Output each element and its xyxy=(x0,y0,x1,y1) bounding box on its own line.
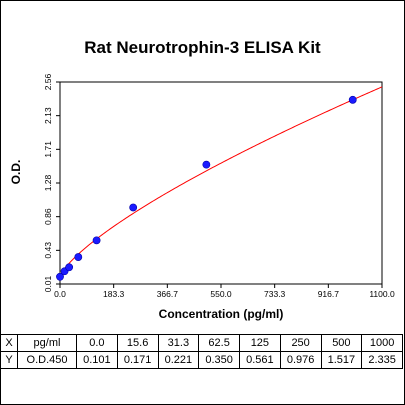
x-tick-label: 550.0 xyxy=(210,289,232,299)
table-row: Y O.D.450 0.101 0.171 0.221 0.350 0.561 0.976 1.… xyxy=(0,351,403,369)
x-tick-label: 733.3 xyxy=(264,289,286,299)
y-tick-label: 0.86 xyxy=(43,208,53,225)
table-value-cell: 15.6 xyxy=(116,334,159,352)
table-value-cell: 62.5 xyxy=(198,334,240,352)
table-unit-cell: pg/ml xyxy=(17,334,77,352)
table-value-cell: 0.0 xyxy=(76,334,118,352)
y-axis-label: O.D. xyxy=(9,159,23,185)
table-value-cell: 0.171 xyxy=(116,351,159,369)
x-tick-label: 1100.0 xyxy=(369,289,395,299)
y-tick-label: 1.71 xyxy=(43,141,53,158)
data-point xyxy=(56,272,64,281)
y-tick-label: 0.43 xyxy=(43,242,53,259)
table-value-cell: 0.976 xyxy=(279,351,322,369)
data-points xyxy=(56,95,357,281)
data-point xyxy=(65,263,74,272)
table-axis-cell: X xyxy=(0,334,18,352)
table-value-cell: 1000 xyxy=(361,334,403,352)
data-point xyxy=(74,253,83,261)
axes xyxy=(59,81,383,285)
table-value-cell: 31.3 xyxy=(157,334,200,352)
table-value-cell: 500 xyxy=(320,334,363,352)
tick-labels: 0.0 183.3 366.7 550.0 733.3 916.7 1100.0 0.01 0.… xyxy=(43,73,395,299)
table-value-cell: 0.101 xyxy=(76,351,118,369)
plot-svg: 0.0 183.3 366.7 550.0 733.3 916.7 1100.0 0.01 0.… xyxy=(43,73,395,299)
y-tick-label: 1.28 xyxy=(43,174,53,191)
table-unit-cell: O.D.450 xyxy=(17,351,77,369)
x-tick-label: 0.0 xyxy=(54,289,66,299)
table-value-cell: 1.517 xyxy=(320,351,363,369)
fit-curve xyxy=(59,86,383,278)
y-tick-label: 0.01 xyxy=(43,275,53,292)
data-point xyxy=(92,236,101,245)
data-point xyxy=(129,203,138,212)
table-value-cell: 250 xyxy=(279,334,322,352)
x-tick-label: 183.3 xyxy=(103,289,125,299)
y-tick-label: 2.13 xyxy=(43,107,53,124)
data-point xyxy=(348,95,357,104)
chart-title: Rat Neurotrophin-3 ELISA Kit xyxy=(84,38,321,57)
fit-curve-layer xyxy=(59,86,383,278)
data-point xyxy=(202,160,211,169)
table-value-cell: 0.221 xyxy=(157,351,200,369)
table-value-cell: 125 xyxy=(239,334,281,352)
table-axis-cell: Y xyxy=(0,351,18,369)
table-value-cell: 0.561 xyxy=(239,351,281,369)
table-value-cell: 2.335 xyxy=(361,351,403,369)
plot-border xyxy=(59,81,383,285)
x-tick-label: 366.7 xyxy=(157,289,179,299)
x-tick-label: 916.7 xyxy=(318,289,340,299)
y-tick-label: 2.56 xyxy=(43,73,53,90)
x-axis-label: Concentration (pg/ml) xyxy=(158,307,284,321)
table-value-cell: 0.350 xyxy=(198,351,240,369)
